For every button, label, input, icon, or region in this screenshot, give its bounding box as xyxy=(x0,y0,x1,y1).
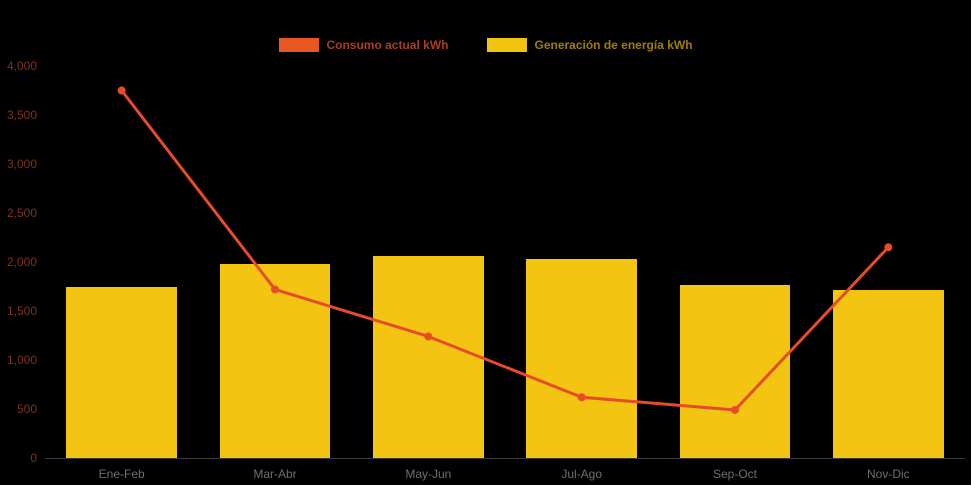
bar-may-jun[interactable] xyxy=(373,256,484,458)
x-tick-label-jul-ago: Jul-Ago xyxy=(561,467,602,481)
bar-jul-ago[interactable] xyxy=(526,259,637,458)
legend: Consumo actual kWh Generación de energía… xyxy=(278,38,693,52)
bar-mar-abr[interactable] xyxy=(219,264,331,458)
y-tick-label: 0 xyxy=(30,451,37,465)
plot-area: 0 500 1,000 1,500 2,000 2,500 3,000 3,500 4,000 … xyxy=(7,59,965,481)
consumo-point-may-jun[interactable] xyxy=(424,332,433,341)
bars-layer xyxy=(45,66,965,458)
consumo-point-ene-feb[interactable] xyxy=(117,86,126,95)
legend-label-generacion: Generación de energía kWh xyxy=(534,38,693,52)
legend-swatch-consumo-icon xyxy=(278,38,319,52)
y-tick-label: 500 xyxy=(16,402,37,416)
consumo-point-sep-oct[interactable] xyxy=(731,405,739,414)
y-tick-label: 1,500 xyxy=(6,304,37,318)
bar-ene-feb[interactable] xyxy=(66,286,177,458)
x-tick-label-may-jun: May-Jun xyxy=(405,467,452,481)
legend-item-consumo[interactable]: Consumo actual kWh xyxy=(278,38,448,52)
y-tick-label: 1,000 xyxy=(6,353,37,367)
bar-nov-dic[interactable] xyxy=(833,289,944,458)
legend-swatch-generacion-icon xyxy=(486,38,527,52)
legend-label-consumo: Consumo actual kWh xyxy=(326,38,449,52)
line-layer xyxy=(117,86,893,414)
x-tick-label-mar-abr: Mar-Abr xyxy=(253,467,297,481)
y-tick-label: 3,000 xyxy=(6,157,37,171)
consumo-point-nov-dic[interactable] xyxy=(884,243,893,252)
y-tick-label: 2,000 xyxy=(6,255,37,269)
legend-item-generacion[interactable]: Generación de energía kWh xyxy=(486,38,693,52)
consumo-point-jul-ago[interactable] xyxy=(577,393,586,402)
consumo-line xyxy=(120,89,890,412)
x-tick-label-sep-oct: Sep-Oct xyxy=(712,467,758,481)
y-tick-label: 4,000 xyxy=(6,59,37,73)
x-tick-label-nov-dic: Nov-Dic xyxy=(866,467,910,481)
x-tick-label-ene-feb: Ene-Feb xyxy=(98,467,145,481)
consumo-point-mar-abr[interactable] xyxy=(271,285,279,294)
y-tick-label: 3,500 xyxy=(6,108,37,122)
y-tick-label: 2,500 xyxy=(6,206,37,220)
